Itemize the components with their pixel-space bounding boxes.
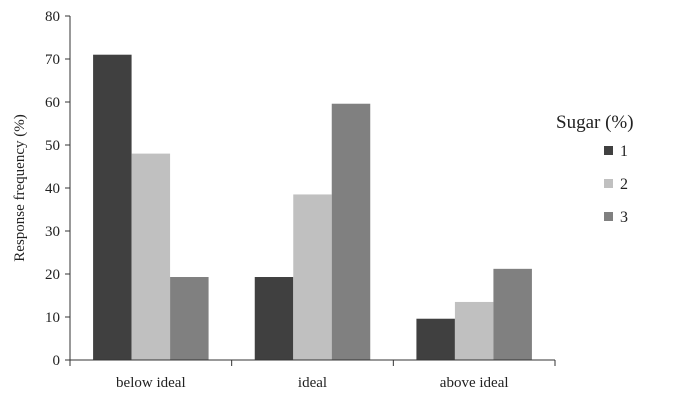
y-tick-label: 40 — [45, 181, 60, 197]
legend-swatch-3 — [604, 212, 613, 221]
y-axis-title: Response frequency (%) — [12, 114, 28, 261]
x-axis-labels: below ideal ideal above ideal — [116, 375, 508, 391]
y-tick-label: 30 — [45, 224, 60, 240]
y-tick-label: 20 — [45, 267, 60, 283]
x-category-label: ideal — [298, 375, 327, 391]
legend-label-1: 1 — [620, 143, 628, 160]
y-tick-label: 60 — [45, 95, 60, 111]
y-tick-label: 10 — [45, 310, 60, 326]
legend: Sugar (%) 1 2 3 — [556, 112, 634, 226]
y-axis-ticks: 0 10 20 30 40 50 60 70 80 — [45, 9, 70, 369]
y-tick-label: 70 — [45, 52, 60, 68]
bar-below-ideal-series-1 — [93, 54, 132, 360]
x-category-label: above ideal — [440, 375, 509, 391]
y-tick-label: 50 — [45, 138, 60, 154]
bar-ideal-series-1 — [254, 277, 294, 360]
legend-label-2: 2 — [620, 176, 628, 193]
legend-swatch-1 — [604, 146, 613, 155]
legend-title: Sugar (%) — [556, 112, 634, 133]
bar-above-ideal-series-2 — [454, 301, 494, 360]
legend-label-3: 3 — [620, 209, 628, 226]
bar-above-ideal-series-1 — [416, 318, 455, 360]
axes — [69, 16, 556, 366]
bars — [93, 54, 532, 360]
bar-below-ideal-series-2 — [131, 153, 171, 360]
x-category-label: below ideal — [116, 375, 186, 391]
bar-ideal-series-2 — [293, 194, 332, 360]
bar-ideal-series-3 — [331, 103, 371, 360]
y-tick-label: 0 — [53, 353, 61, 369]
y-tick-label: 80 — [45, 9, 60, 25]
bar-above-ideal-series-3 — [493, 268, 532, 360]
legend-swatch-2 — [604, 179, 613, 188]
bar-below-ideal-series-3 — [170, 277, 209, 360]
